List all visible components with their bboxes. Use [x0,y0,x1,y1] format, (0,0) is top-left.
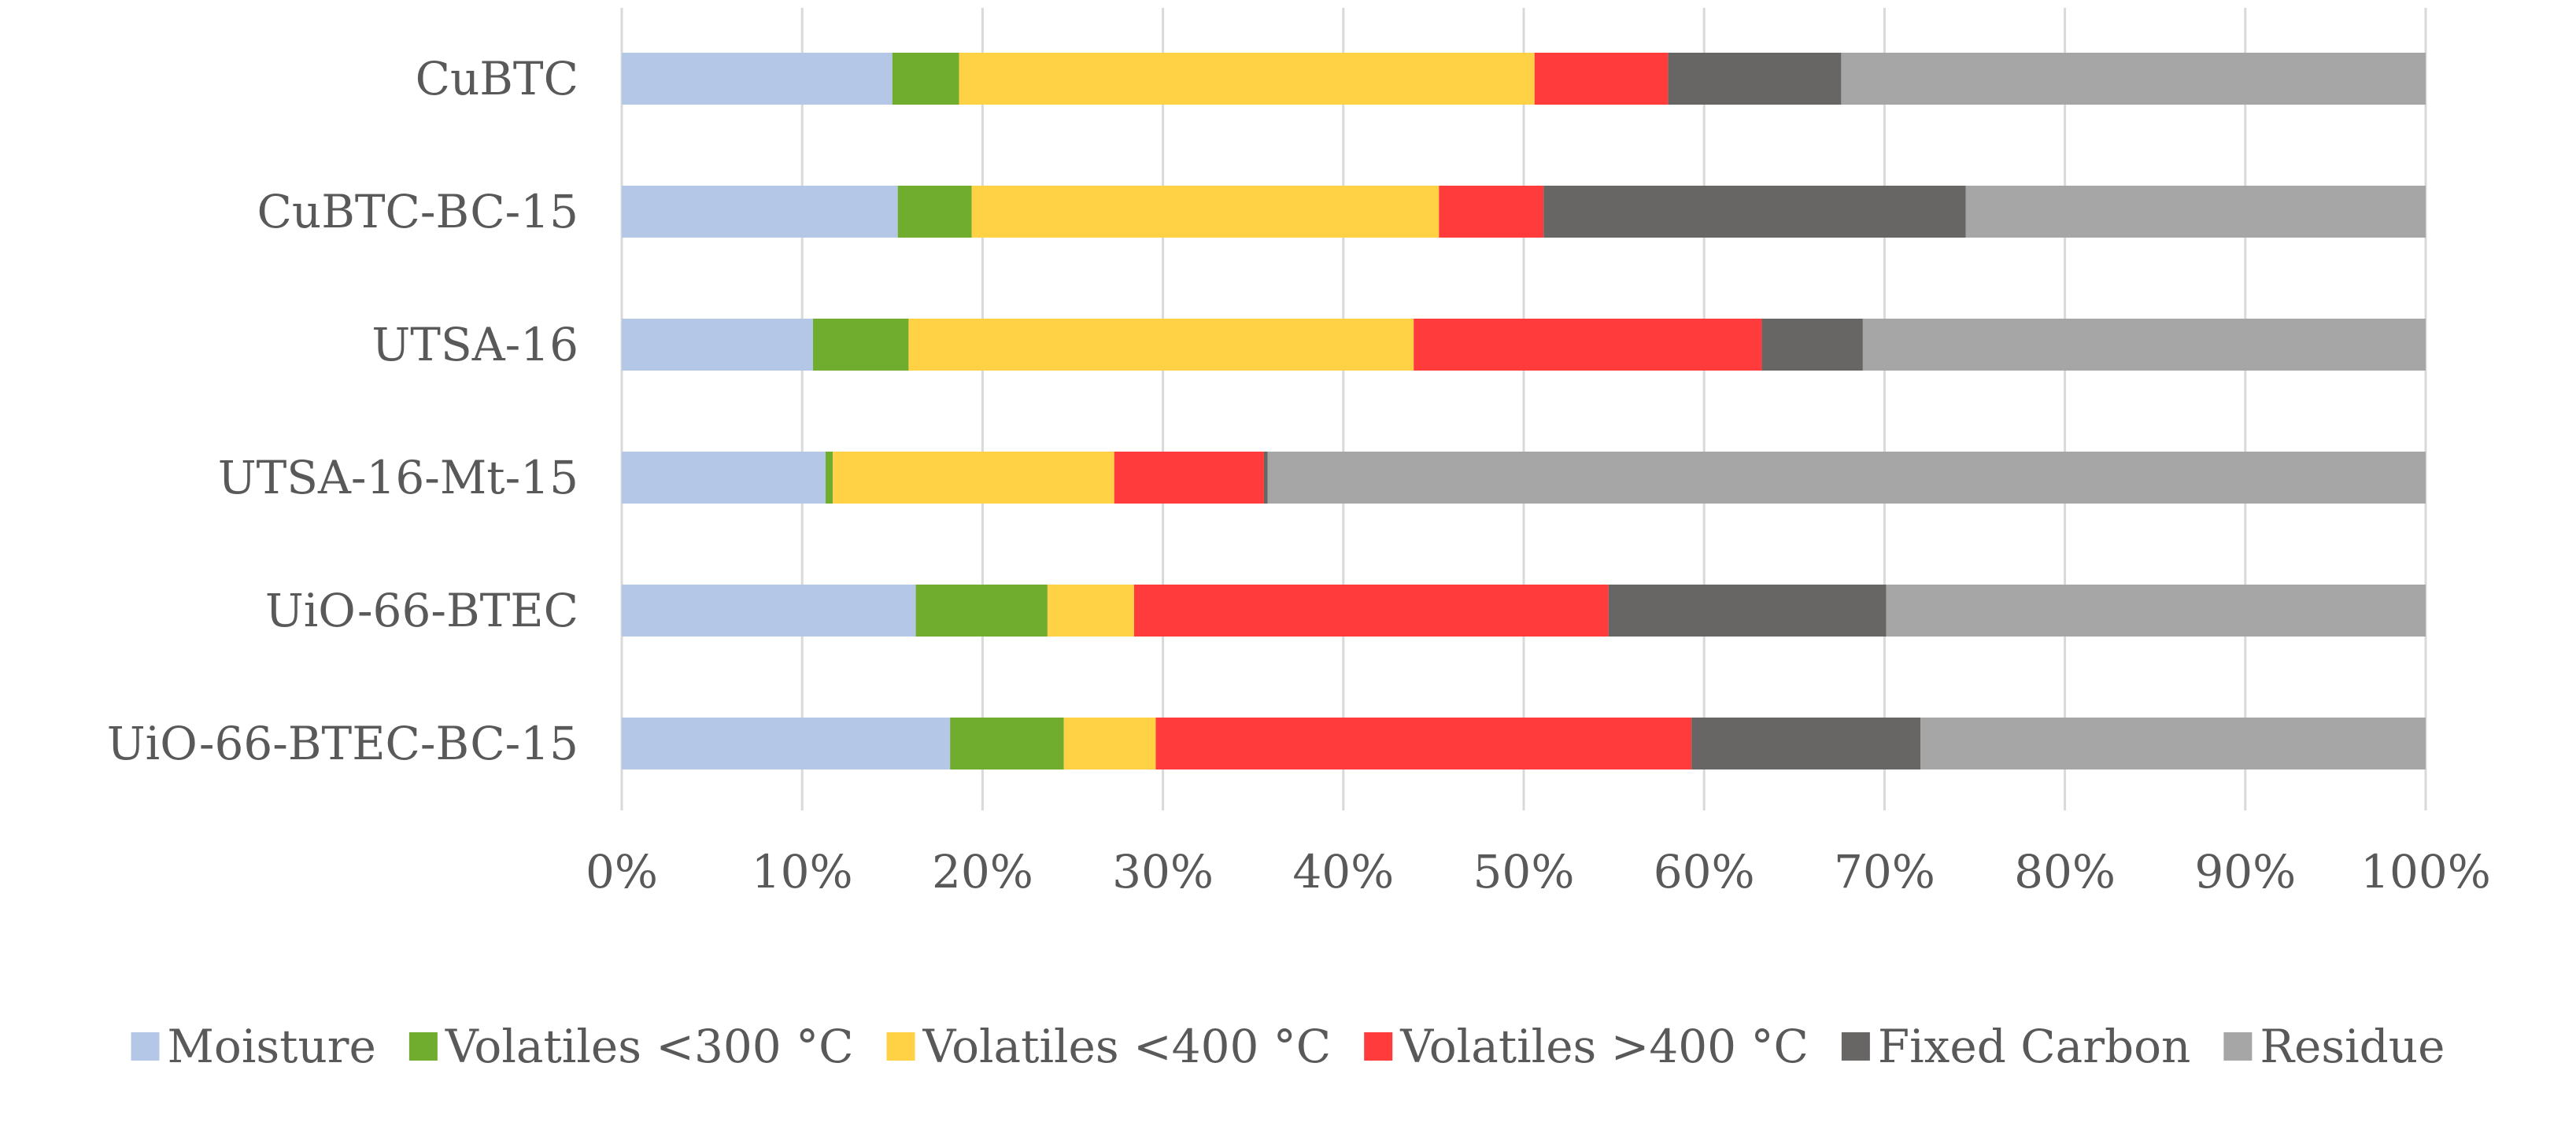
bar-segment-6-3 [1063,718,1156,769]
legend-swatch [1364,1032,1393,1061]
bar-segment-4-6 [1267,452,2426,504]
legend-swatch [408,1032,438,1061]
bar-segment-1-3 [959,53,1535,105]
legend-label: Volatiles <400 °C [922,1020,1332,1073]
x-tick-label: 0% [586,845,658,899]
legend: Moisture Volatiles <300 °C Volatiles <400 … [131,1020,2445,1073]
category-label: UTSA-16-Mt-15 [218,451,578,504]
bar-segment-1-5 [1668,53,1842,105]
category-label: UTSA-16 [371,318,578,371]
legend-swatch [2223,1032,2253,1061]
bar-segment-3-3 [908,319,1414,371]
bar-segment-1-4 [1534,53,1669,105]
bar-segment-1-1 [622,53,893,105]
category-label: UiO-66-BTEC-BC-15 [107,717,578,770]
bar-segment-5-6 [1886,585,2426,637]
bar-segment-5-2 [915,585,1048,637]
bar-segment-3-4 [1414,319,1762,371]
bar-segment-2-1 [622,186,898,238]
legend-item-6: Residue [2223,1020,2445,1073]
legend-swatch [1841,1032,1870,1061]
bar-segment-6-4 [1155,718,1692,769]
x-tick-label: 70% [1834,845,1935,899]
bar-segment-6-1 [622,718,951,769]
bar-segment-5-4 [1133,585,1609,637]
gridlines [620,8,2427,810]
legend-swatch [131,1032,160,1061]
legend-item-4: Volatiles >400 °C [1364,1020,1809,1073]
bar-segment-2-6 [1965,186,2426,238]
x-tick-label: 10% [752,845,853,899]
bar-segment-6-5 [1691,718,1921,769]
legend-label: Moisture [168,1020,376,1073]
legend-item-5: Fixed Carbon [1841,1020,2190,1073]
bar-segment-4-2 [825,452,833,504]
legend-item-3: Volatiles <400 °C [886,1020,1332,1073]
bar-segment-4-5 [1263,452,1268,504]
bar-segment-1-6 [1841,53,2426,105]
legend-swatch [886,1032,915,1061]
legend-label: Volatiles <300 °C [445,1020,854,1073]
legend-label: Volatiles >400 °C [1399,1020,1809,1073]
x-tick-label: 40% [1292,845,1394,899]
bar-segment-3-2 [812,319,909,371]
x-tick-label: 60% [1654,845,1755,899]
x-tick-label: 90% [2194,845,2296,899]
category-label: CuBTC-BC-15 [257,185,579,238]
legend-label: Residue [2260,1020,2445,1073]
x-axis-tick-labels: 0% 10% 20% 30% 40% 50% 60% 70% 80% 90% 100% [586,845,2491,899]
bar-segment-3-1 [622,319,813,371]
bar-segment-3-5 [1761,319,1863,371]
bar-segment-2-5 [1543,186,1966,238]
bar-segment-2-3 [971,186,1440,238]
category-labels: CuBTC CuBTC-BC-15 UTSA-16 UTSA-16-Mt-15 UiO-… [107,52,578,770]
bar-segment-3-6 [1862,319,2426,371]
x-tick-label: 30% [1112,845,1214,899]
bar-segment-2-4 [1439,186,1544,238]
bar-segment-4-3 [833,452,1114,504]
bar-segment-5-5 [1608,585,1887,637]
legend-label: Fixed Carbon [1878,1020,2190,1073]
legend-item-1: Moisture [131,1020,376,1073]
bar-segment-6-6 [1920,718,2426,769]
bar-segment-5-1 [622,585,916,637]
x-tick-label: 100% [2360,845,2491,899]
bar-segment-1-2 [892,53,959,105]
bars [622,53,2426,769]
legend-item-2: Volatiles <300 °C [408,1020,854,1073]
x-tick-label: 80% [2014,845,2116,899]
category-label: CuBTC [416,52,578,105]
bar-segment-5-3 [1047,585,1134,637]
x-tick-label: 20% [932,845,1033,899]
bar-segment-2-2 [897,186,972,238]
category-label: UiO-66-BTEC [265,584,578,637]
bar-segment-6-2 [950,718,1064,769]
bar-segment-4-1 [622,452,826,504]
x-tick-label: 50% [1473,845,1575,899]
bar-segment-4-4 [1114,452,1264,504]
